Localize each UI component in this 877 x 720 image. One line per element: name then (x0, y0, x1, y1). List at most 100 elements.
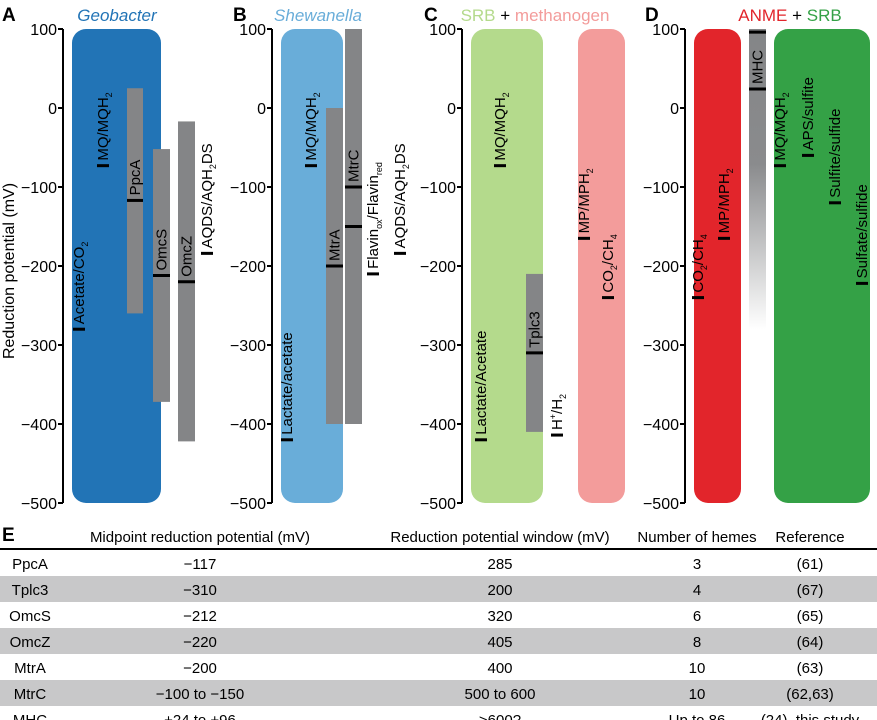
protein-label: MHC (750, 50, 767, 84)
redox-couple-label: MP/MPH2​ (716, 168, 735, 233)
table-row: OmcS −212 320 6 (65) (9, 608, 823, 625)
table-cell-name: MHC (13, 712, 47, 720)
y-tick-label: −400 (21, 417, 57, 434)
panel-title: Geobacter (77, 6, 158, 25)
redox-couple-label: MQ/MQH2​ (95, 92, 114, 160)
table-cell-window: >600? (479, 712, 521, 720)
table-cell-hemes: 4 (693, 582, 701, 599)
panel-a: A Geobacter 100 0 −100 −200 −300 −400 −500 PpcA Om… (2, 5, 218, 513)
table-cell-name: Tplc3 (12, 582, 49, 599)
table-row: PpcA −117 285 3 (61) (12, 556, 823, 573)
panel-letter: D (645, 5, 659, 26)
y-tick-label: −400 (420, 417, 456, 434)
table-cell-window: 405 (487, 634, 512, 651)
table-row: MtrC −100 to −150 500 to 600 10 (62,63) (0, 680, 877, 706)
table-cell-window: 200 (487, 582, 512, 599)
protein-label: OmcZ (179, 236, 196, 277)
table-cell-reference: (67) (797, 582, 824, 599)
potential-window (471, 29, 543, 503)
row-stripe (0, 576, 877, 602)
y-tick-label: 100 (239, 22, 266, 39)
table-cell-reference: (64) (797, 634, 824, 651)
protein-window-bar (749, 29, 766, 330)
protein-label: OmcS (154, 229, 171, 271)
y-tick-label: −200 (420, 259, 456, 276)
y-tick-label: −300 (21, 338, 57, 355)
table-header: Number of hemes (637, 529, 756, 546)
y-tick-label: −300 (420, 338, 456, 355)
table-cell-reference: (63) (797, 660, 824, 677)
y-tick-label: −300 (643, 338, 679, 355)
table-cell-window: 500 to 600 (465, 686, 536, 703)
panel-title: Shewanella (274, 6, 362, 25)
y-tick-label: −200 (643, 259, 679, 276)
table-cell-hemes: Up to 86 (669, 712, 726, 720)
redox-couple-label: H+​/H2​ (548, 394, 568, 430)
protein-label: PpcA (127, 160, 144, 196)
y-tick-label: −100 (643, 180, 679, 197)
table-header: Reference (775, 529, 844, 546)
table-cell-window: 285 (487, 556, 512, 573)
y-tick-label: −200 (21, 259, 57, 276)
panel-letter: E (2, 525, 15, 546)
table-cell-hemes: 10 (689, 660, 706, 677)
redox-couple-label: Sulfite/sulfide (827, 109, 844, 198)
y-tick-label: −300 (230, 338, 266, 355)
y-tick-label: 100 (30, 22, 57, 39)
redox-couple-label: Flavinox​/Flavinred​ (365, 162, 384, 269)
table-cell-name: OmcS (9, 608, 51, 625)
panel-d: D ANME + SRB 100 0 −100 −200 −300 −400 −500 MHC CO… (643, 5, 871, 513)
panel-letter: B (233, 5, 247, 26)
table-cell-hemes: 10 (689, 686, 706, 703)
y-tick-label: 100 (429, 22, 456, 39)
redox-couple-label: APS/sulfite (800, 77, 817, 150)
panel-letter: A (2, 5, 16, 26)
table-cell-midpoint: −212 (183, 608, 217, 625)
heme-table: E Midpoint reduction potential (mV) Reduct… (0, 525, 877, 720)
panel-b: B Shewanella 100 0 −100 −200 −300 −400 −500 MtrA M… (230, 5, 411, 513)
redox-couple-label: MQ/MQH2​ (303, 92, 322, 160)
y-tick-label: −100 (420, 180, 456, 197)
redox-couple-label: MQ/MQH2​ (772, 92, 791, 160)
table-header: Reduction potential window (mV) (390, 529, 609, 546)
redox-couple-label: CO2​/CH4​ (690, 234, 709, 292)
redox-couple-label: CO2​/CH4​ (600, 234, 619, 292)
table-row: MHC +24 to +96 >600? Up to 86 (24), this stu… (13, 712, 860, 720)
y-tick-label: −100 (21, 180, 57, 197)
table-cell-hemes: 6 (693, 608, 701, 625)
potential-window (774, 29, 870, 503)
y-tick-label: −500 (230, 496, 266, 513)
redox-couple-label: Lactate/Acetate (473, 331, 490, 435)
y-tick-label: −500 (643, 496, 679, 513)
protein-label: MtrA (327, 229, 344, 261)
table-cell-midpoint: −117 (184, 556, 217, 573)
y-tick-label: −200 (230, 259, 266, 276)
table-header: Midpoint reduction potential (mV) (90, 529, 310, 546)
table-cell-midpoint: −200 (183, 660, 217, 677)
redox-couple-label: Lactate/acetate (279, 332, 296, 435)
table-cell-reference: (65) (797, 608, 824, 625)
table-cell-midpoint: +24 to +96 (164, 712, 236, 720)
y-tick-label: 100 (652, 22, 679, 39)
table-cell-midpoint: −100 to −150 (156, 686, 244, 703)
y-tick-label: −400 (643, 417, 679, 434)
protein-label: Tplc3 (527, 311, 544, 348)
y-tick-label: −100 (230, 180, 266, 197)
table-cell-hemes: 8 (693, 634, 701, 651)
row-stripe (0, 628, 877, 654)
table-cell-name: OmcZ (10, 634, 51, 651)
table-cell-reference: (62,63) (786, 686, 834, 703)
redox-couple-label: MP/MPH2​ (576, 168, 595, 233)
table-cell-name: MtrC (14, 686, 47, 703)
potential-window (694, 29, 741, 503)
y-axis-label: Reduction potential (mV) (1, 183, 18, 359)
table-cell-window: 400 (487, 660, 512, 677)
panel-title: SRB + methanogen (461, 6, 610, 25)
row-stripe (0, 680, 877, 706)
protein-label: MtrC (346, 149, 363, 182)
table-row: OmcZ −220 405 8 (64) (0, 628, 877, 654)
redox-couple-label: Sulfate/sulfide (854, 184, 871, 278)
y-tick-label: 0 (670, 101, 679, 118)
table-cell-reference: (24), this study (761, 712, 860, 720)
table-row: Tplc3 −310 200 4 (67) (0, 576, 877, 602)
